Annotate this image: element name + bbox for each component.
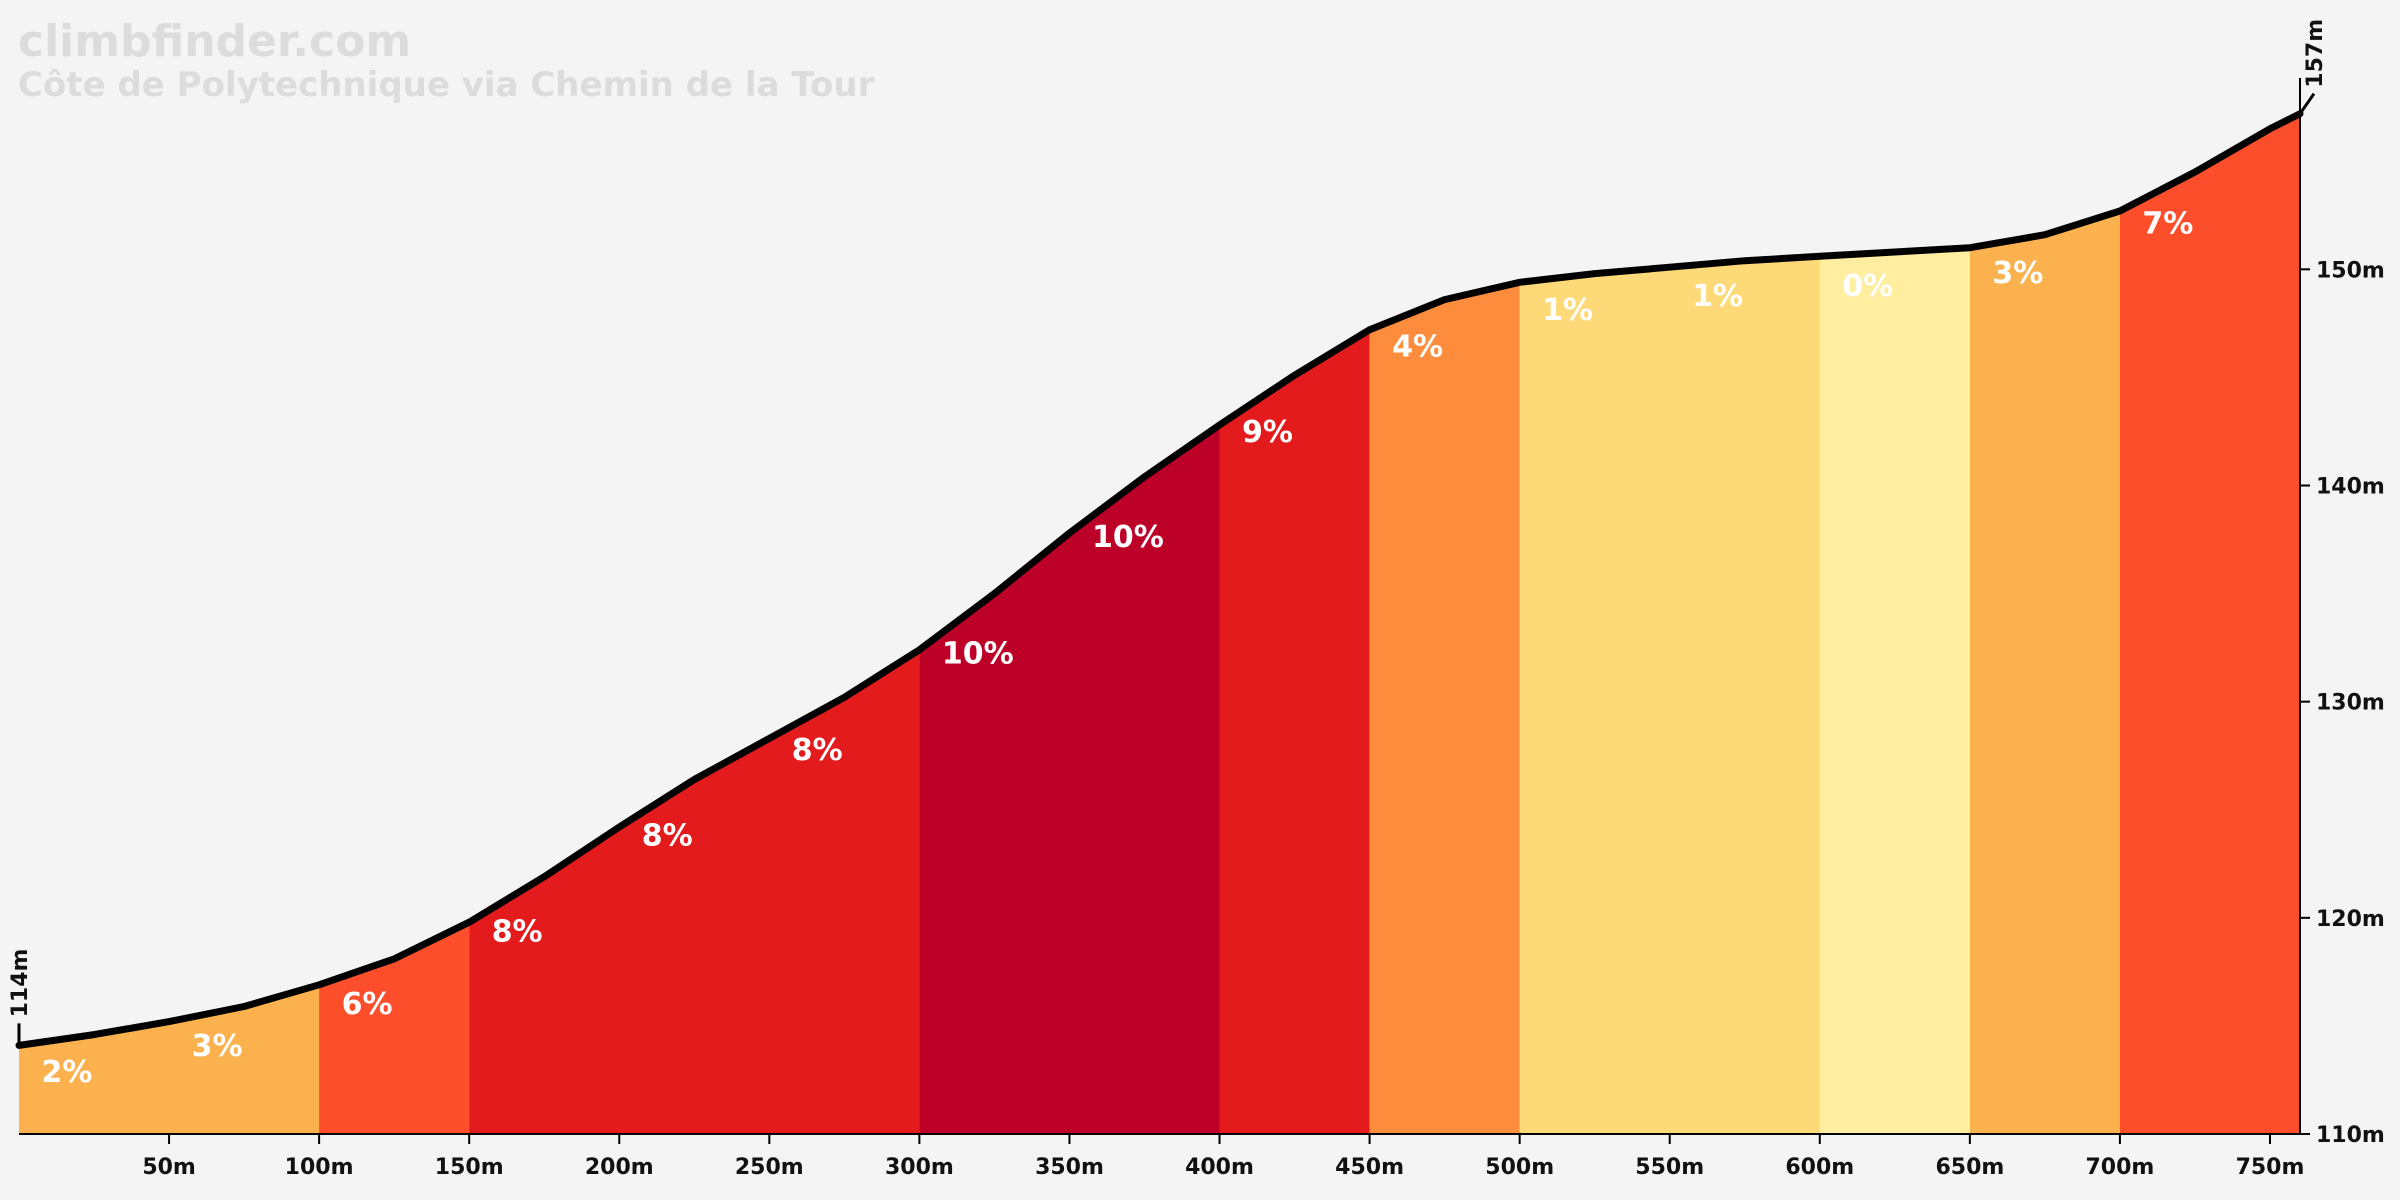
gradient-label: 8% <box>492 915 543 950</box>
gradient-label: 10% <box>942 637 1014 672</box>
profile-line <box>15 110 2304 1049</box>
x-tick-label: 200m <box>585 1155 654 1180</box>
gradient-label: 8% <box>792 733 843 768</box>
axes: 50m 100m 150m 200m 250m 300m 350m 400m 450m 500m 5… <box>8 19 2385 1180</box>
x-tick-label: 700m <box>2085 1155 2154 1180</box>
y-tick-label: 140m <box>2316 475 2385 500</box>
gradient-segment <box>1369 282 1520 1134</box>
brand-site: climbfinder.com <box>18 16 411 67</box>
gradient-segment <box>319 922 470 1134</box>
profile-line-layer <box>15 110 2304 1049</box>
gradient-label: 6% <box>342 987 393 1022</box>
gradient-segments <box>19 113 2300 1134</box>
gradient-label: 2% <box>42 1055 93 1090</box>
gradient-label: 1% <box>1542 293 1593 328</box>
gradient-label: 10% <box>1092 520 1164 555</box>
gradient-segment <box>1219 329 1370 1134</box>
gradient-label: 9% <box>1242 415 1293 450</box>
x-tick-label: 600m <box>1785 1155 1854 1180</box>
x-tick-label: 500m <box>1485 1155 1554 1180</box>
x-tick-label: 550m <box>1635 1155 1704 1180</box>
x-tick-label: 750m <box>2236 1155 2305 1180</box>
y-tick-label: 150m <box>2316 258 2385 283</box>
start-elevation-label: 114m <box>8 949 33 1018</box>
x-tick-label: 50m <box>142 1155 196 1180</box>
end-elevation-marker <box>2298 92 2316 115</box>
x-tick-label: 650m <box>1935 1155 2004 1180</box>
gradient-segment <box>19 984 320 1134</box>
gradient-label: 3% <box>1992 256 2043 291</box>
gradient-label: 7% <box>2142 207 2193 242</box>
y-tick-label: 130m <box>2316 691 2385 716</box>
gradient-segment <box>919 425 1220 1134</box>
gradient-segment <box>1519 256 1820 1134</box>
x-tick-label: 100m <box>285 1155 354 1180</box>
climb-title: Côte de Polytechnique via Chemin de la T… <box>18 65 875 105</box>
gradient-label: 3% <box>192 1029 243 1064</box>
gradient-label: 4% <box>1392 330 1443 365</box>
end-elevation-label: 157m <box>2303 19 2328 88</box>
x-tick-label: 400m <box>1185 1155 1254 1180</box>
gradient-label: 0% <box>1842 269 1893 304</box>
x-tick-label: 250m <box>735 1155 804 1180</box>
y-tick-label: 120m <box>2316 907 2385 932</box>
x-tick-label: 300m <box>885 1155 954 1180</box>
gradient-labels: 2% 3% 6% 8% 8% 8% 10% 10% 9% 4% 1% 1% 0% 3% 7% <box>42 207 2194 1091</box>
x-tick-label: 150m <box>435 1155 504 1180</box>
gradient-segment <box>1969 211 2120 1134</box>
gradient-segment <box>469 649 920 1134</box>
x-tick-label: 450m <box>1335 1155 1404 1180</box>
gradient-segment <box>2119 113 2300 1134</box>
gradient-segment <box>1819 247 1970 1134</box>
gradient-label: 8% <box>642 818 693 853</box>
x-tick-label: 350m <box>1035 1155 1104 1180</box>
gradient-label: 1% <box>1692 279 1743 314</box>
y-tick-label: 110m <box>2316 1123 2385 1148</box>
